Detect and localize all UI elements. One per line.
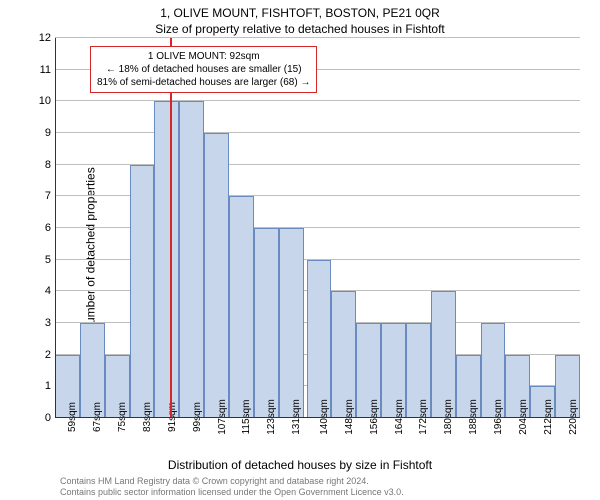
footer-line2: Contains public sector information licen… (60, 487, 404, 498)
y-tick-label: 8 (33, 159, 51, 171)
annotation-line: 81% of semi-detached houses are larger (… (97, 76, 310, 89)
histogram-bar (279, 228, 304, 418)
gridline (55, 37, 580, 38)
y-tick-label: 10 (33, 95, 51, 107)
y-tick-label: 0 (33, 412, 51, 424)
histogram-bar (254, 228, 279, 418)
y-tick-label: 12 (33, 32, 51, 44)
y-tick-label: 2 (33, 349, 51, 361)
y-tick-label: 6 (33, 222, 51, 234)
histogram-bar (204, 133, 229, 418)
y-tick-label: 3 (33, 317, 51, 329)
annotation-line: 1 OLIVE MOUNT: 92sqm (97, 50, 310, 63)
footer-line1: Contains HM Land Registry data © Crown c… (60, 476, 404, 487)
histogram-bar (307, 260, 332, 418)
y-tick-label: 5 (33, 254, 51, 266)
chart-title-line2: Size of property relative to detached ho… (0, 22, 600, 36)
y-axis-line (55, 38, 56, 418)
x-axis-line (55, 417, 580, 418)
y-tick-label: 7 (33, 190, 51, 202)
histogram-bar (179, 101, 204, 418)
x-axis-label: Distribution of detached houses by size … (0, 458, 600, 472)
chart-title-line1: 1, OLIVE MOUNT, FISHTOFT, BOSTON, PE21 0… (0, 6, 600, 20)
annotation-box: 1 OLIVE MOUNT: 92sqm← 18% of detached ho… (90, 46, 317, 93)
reference-line (170, 38, 172, 418)
histogram-bar (229, 196, 254, 418)
footer-attribution: Contains HM Land Registry data © Crown c… (60, 476, 404, 498)
y-tick-label: 1 (33, 380, 51, 392)
annotation-line: ← 18% of detached houses are smaller (15… (97, 63, 310, 76)
y-tick-label: 9 (33, 127, 51, 139)
chart-plot-area: 012345678910111259sqm67sqm75sqm83sqm91sq… (55, 38, 580, 418)
y-tick-label: 4 (33, 285, 51, 297)
y-tick-label: 11 (33, 64, 51, 76)
gridline (55, 100, 580, 101)
gridline (55, 132, 580, 133)
histogram-bar (130, 165, 155, 418)
histogram-bar (154, 101, 179, 418)
